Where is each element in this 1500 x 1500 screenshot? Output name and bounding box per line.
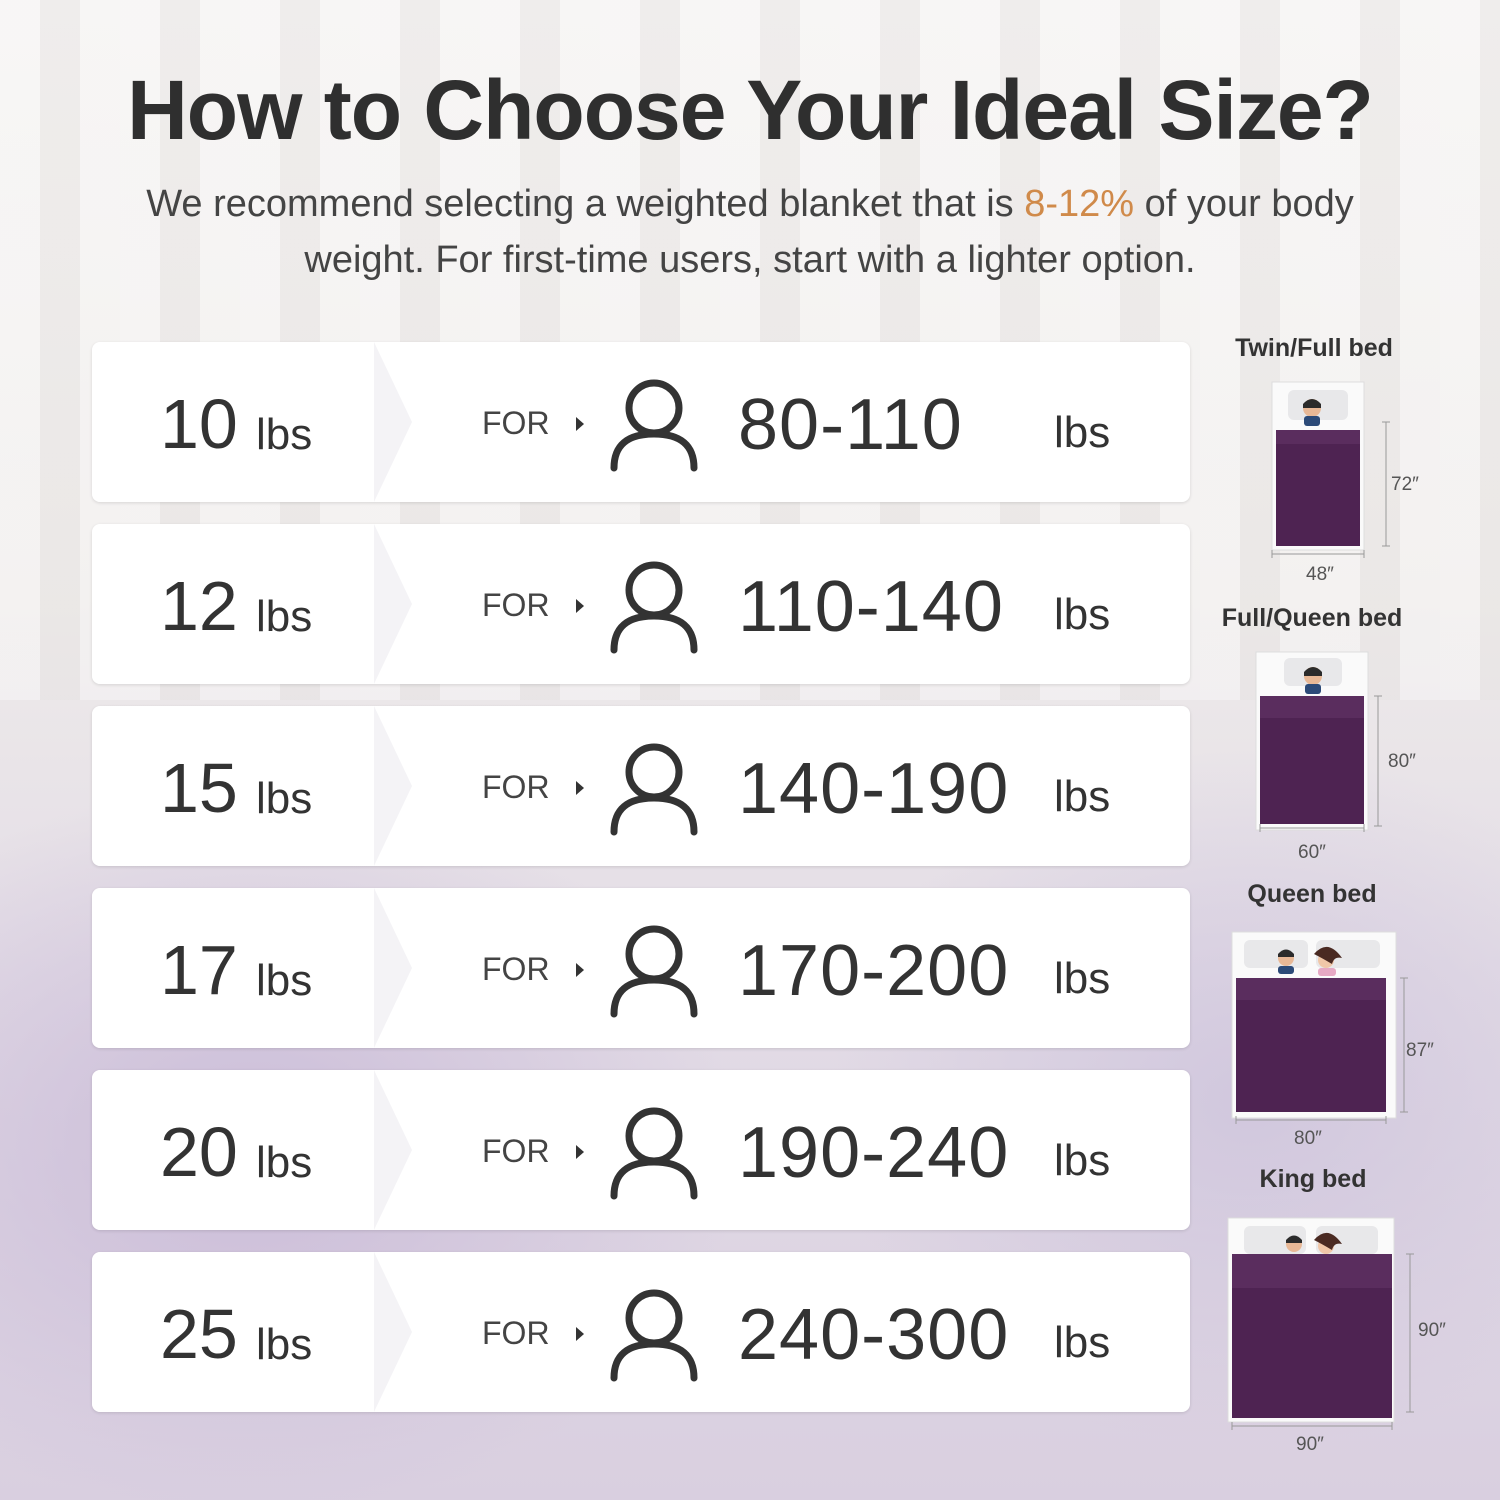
row-chevron-divider [374,524,412,684]
bed-length-label: 87″ [1406,1040,1434,1061]
size-row: 25 lbs FOR 240-300 lbs [92,1252,1190,1412]
bed-label-queen: Queen bed [1247,880,1377,908]
subtitle-text-start: We recommend selecting a weighted blanke… [146,183,1025,225]
page-subtitle: We recommend selecting a weighted blanke… [90,176,1410,288]
blanket-fold [1260,696,1364,718]
triangle-right-icon [576,417,584,431]
pillow-left [1244,940,1308,968]
blanket-weight-value: 15 [160,749,238,827]
body-weight-unit: lbs [1054,954,1111,1003]
blanket-weight-unit: lbs [256,1138,313,1187]
bed-label-twin-full: Twin/Full bed [1235,334,1393,362]
body-weight-range: 190-240 [738,1113,1010,1193]
body-weight-unit: lbs [1054,1318,1111,1367]
for-label: FOR [482,769,550,805]
row-chevron-divider [374,1070,412,1230]
bed-length-label: 72″ [1391,474,1419,495]
row-weight-panel [92,1252,412,1412]
king-bed-diagram: 90″ 90″ [1227,1217,1446,1455]
man-face-icon [1304,667,1322,694]
bed-length-label: 80″ [1388,751,1416,772]
blanket [1236,978,1386,1112]
body-weight-unit: lbs [1054,408,1111,457]
bed-length-label: 90″ [1418,1320,1446,1341]
blanket-fold [1236,978,1386,1000]
for-label: FOR [482,951,550,987]
person-outline-icon [610,1289,698,1382]
body-weight-unit: lbs [1054,590,1111,639]
person-outline-icon [610,1107,698,1200]
body-weight-range: 80-110 [738,385,963,465]
queen-bed-diagram: 87″ 80″ [1231,931,1434,1149]
bed-label-full-queen: Full/Queen bed [1221,604,1403,632]
body-weight-range: 170-200 [738,931,1010,1011]
for-label: FOR [482,1133,550,1169]
bed-width-label: 48″ [1306,564,1334,585]
blanket-fold [1276,430,1360,444]
size-row: 10 lbs FOR 80-110 lbs [92,342,1190,502]
body-weight-range: 140-190 [738,749,1010,829]
size-row: 20 lbs FOR 190-240 lbs [92,1070,1190,1230]
man-face-icon [1286,1235,1302,1252]
person-outline-icon [610,743,698,836]
row-chevron-divider [374,706,412,866]
triangle-right-icon [576,1327,584,1341]
full-queen-bed-diagram: 80″ 60″ [1255,651,1416,863]
size-row: 12 lbs FOR 110-140 lbs [92,524,1190,684]
woman-face-icon [1314,1232,1342,1254]
person-outline-icon [610,379,698,472]
blanket-weight-value: 20 [160,1113,238,1191]
person-outline-icon [610,925,698,1018]
triangle-right-icon [576,963,584,977]
bed-width-label: 80″ [1294,1128,1322,1149]
blanket-weight-value: 12 [160,567,238,645]
for-label: FOR [482,1315,550,1351]
row-weight-panel [92,1070,412,1230]
subtitle-text-end: of your body weight. For first-time user… [304,183,1354,281]
blanket-weight-unit: lbs [256,956,313,1005]
man-face-icon [1303,399,1321,426]
for-label: FOR [482,405,550,441]
triangle-right-icon [576,781,584,795]
row-weight-panel [92,706,412,866]
triangle-right-icon [576,1145,584,1159]
bed-width-label: 60″ [1298,842,1326,863]
row-chevron-divider [374,888,412,1048]
blanket-weight-value: 10 [160,385,238,463]
for-label: FOR [482,587,550,623]
bed-width-label: 90″ [1296,1434,1324,1455]
row-chevron-divider [374,1252,412,1412]
blanket-weight-value: 17 [160,931,238,1009]
row-chevron-divider [374,342,412,502]
body-weight-unit: lbs [1054,772,1111,821]
woman-face-icon [1314,946,1342,976]
size-row: 17 lbs FOR 170-200 lbs [92,888,1190,1048]
triangle-right-icon [576,599,584,613]
blanket [1276,430,1360,546]
row-weight-panel [92,888,412,1048]
row-weight-panel [92,342,412,502]
blanket-weight-unit: lbs [256,592,313,641]
blanket-weight-unit: lbs [256,410,313,459]
size-row: 15 lbs FOR 140-190 lbs [92,706,1190,866]
body-weight-range: 240-300 [738,1295,1010,1375]
blanket-weight-unit: lbs [256,774,313,823]
blanket-weight-value: 25 [160,1295,238,1373]
blanket-fold [1232,1254,1392,1288]
bed-label-king: King bed [1259,1165,1367,1193]
row-weight-panel [92,524,412,684]
body-weight-range: 110-140 [738,567,1004,647]
subtitle-accent-percent: 8-12% [1024,183,1135,225]
person-outline-icon [610,561,698,654]
page-title: How to Choose Your Ideal Size? [127,63,1374,157]
blanket-weight-unit: lbs [256,1320,313,1369]
twin-full-bed-diagram: 72″ 48″ [1271,381,1419,585]
body-weight-unit: lbs [1054,1136,1111,1185]
man-face-icon [1278,949,1294,974]
